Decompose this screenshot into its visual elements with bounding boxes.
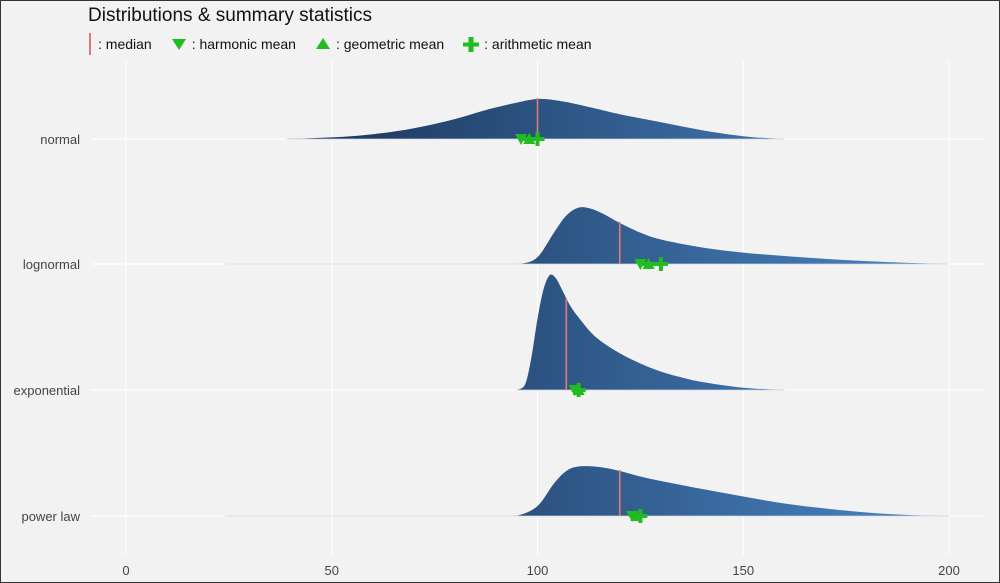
x-tick-label: 50: [325, 563, 339, 578]
arithmetic-mean-marker: [530, 132, 545, 146]
density-area: [516, 274, 785, 390]
category-label: exponential: [14, 383, 81, 398]
category-label: normal: [40, 132, 80, 147]
legend-label-median: : median: [98, 36, 152, 52]
density-area: [224, 466, 949, 516]
geometric-mean-marker: [523, 133, 536, 144]
ridge-lognormal: [224, 207, 949, 271]
ridge-exponential: [516, 274, 785, 397]
legend-label-geometric: : geometric mean: [335, 36, 445, 52]
category-labels: normal lognormal exponential power law: [14, 132, 81, 524]
category-label: power law: [21, 509, 80, 524]
geometric-mean-marker: [642, 258, 655, 269]
median-line-icon: [89, 33, 91, 55]
x-axis-labels: 0 50 100 150 200: [122, 563, 959, 578]
legend-label-harmonic: : harmonic mean: [191, 36, 296, 52]
legend-item-geometric: : geometric mean: [314, 36, 444, 52]
ridge-normal: [286, 97, 785, 146]
category-label: lognormal: [23, 257, 80, 272]
harmonic-mean-marker: [634, 259, 647, 270]
x-tick-label: 150: [732, 563, 754, 578]
down-triangle-icon: [171, 39, 186, 50]
arithmetic-mean-marker: [633, 509, 648, 523]
harmonic-mean-marker: [515, 134, 528, 145]
x-tick-label: 100: [527, 563, 549, 578]
x-tick-label: 0: [122, 563, 129, 578]
x-tick-label: 200: [938, 563, 960, 578]
ridge-power-law: [224, 466, 949, 523]
legend-item-harmonic: : harmonic mean: [170, 36, 296, 52]
legend: : median : harmonic mean : geometric mea…: [88, 33, 610, 55]
density-area: [286, 98, 785, 139]
legend-label-arithmetic: : arithmetic mean: [484, 36, 592, 52]
plus-icon: [463, 37, 480, 52]
arithmetic-mean-marker: [653, 257, 668, 271]
legend-item-arithmetic: : arithmetic mean: [462, 36, 592, 52]
ridges: [224, 97, 949, 523]
chart-title: Distributions & summary statistics: [88, 5, 373, 26]
density-area: [224, 207, 949, 264]
arithmetic-mean-marker: [571, 383, 586, 397]
up-triangle-icon: [315, 38, 330, 49]
legend-item-median: : median: [88, 33, 152, 55]
